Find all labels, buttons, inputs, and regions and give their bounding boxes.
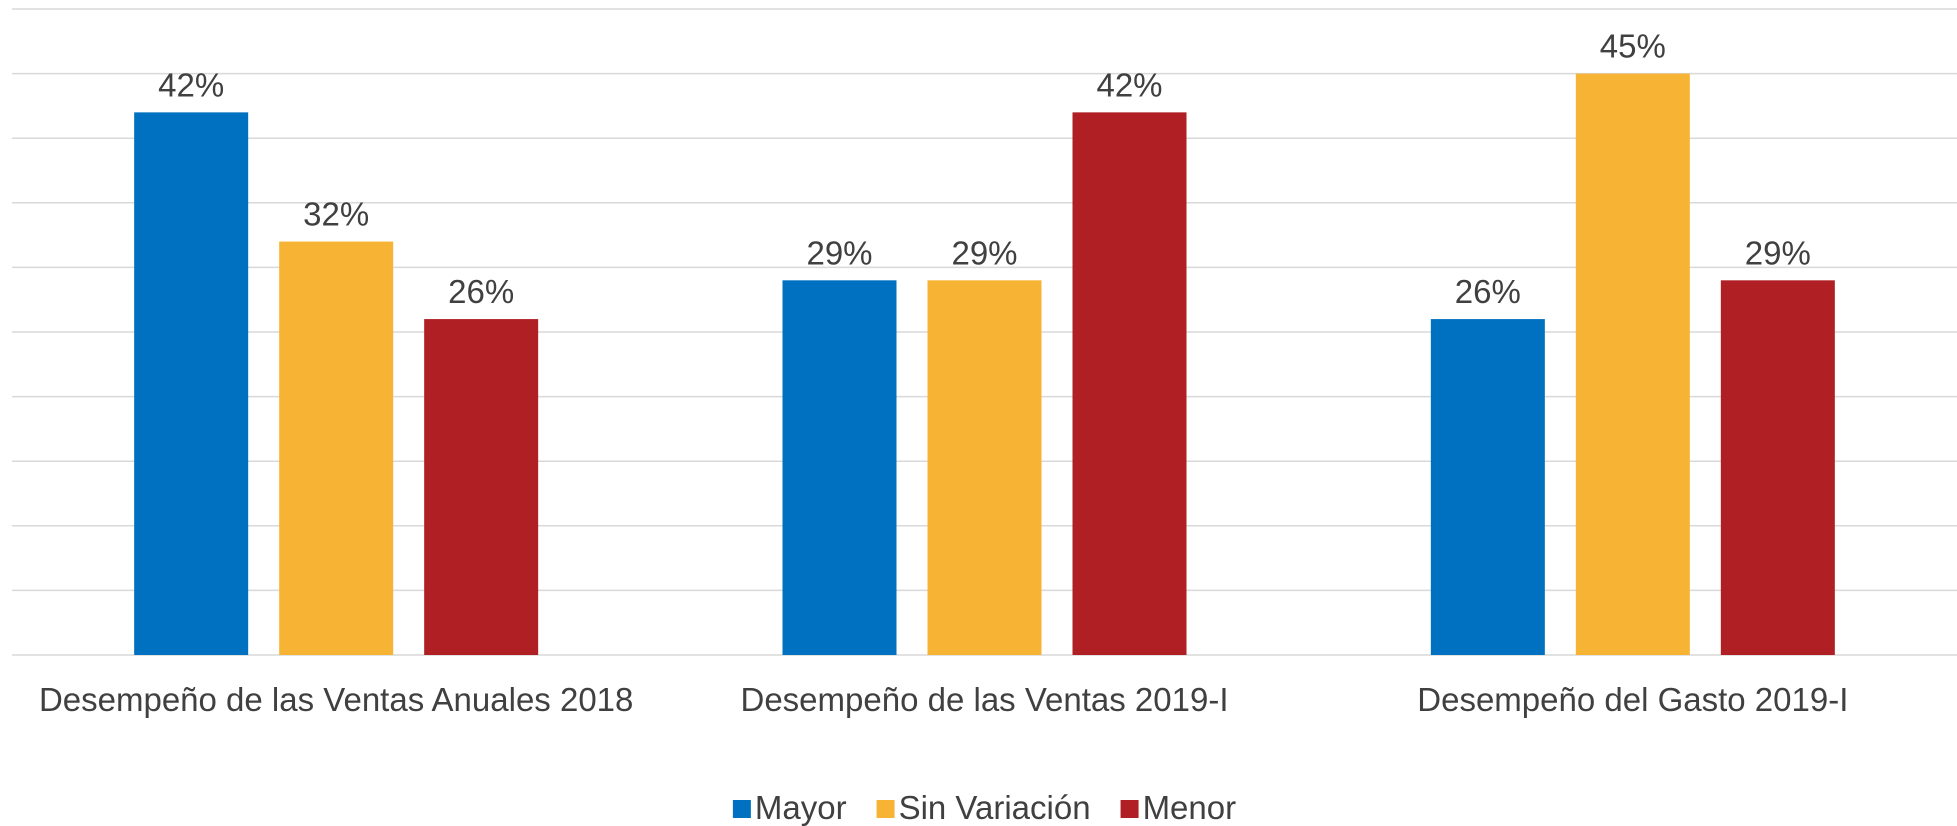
bar (1072, 112, 1187, 656)
data-label: 26% (1455, 273, 1521, 310)
data-label: 26% (448, 273, 514, 310)
legend-label: Sin Variación (899, 789, 1091, 826)
legend-swatch (876, 800, 895, 818)
legend-label: Mayor (755, 789, 847, 826)
data-label: 29% (1745, 234, 1811, 271)
x-tick-label: Desempeño de las Ventas 2019-I (740, 681, 1229, 718)
legend-swatch (732, 800, 751, 818)
data-label: 42% (1096, 66, 1162, 103)
bar (1575, 73, 1690, 656)
legend-swatch (1120, 800, 1139, 818)
bar (1720, 280, 1835, 655)
legend-label: Menor (1143, 789, 1237, 826)
bar (279, 241, 394, 655)
bar (424, 319, 539, 655)
bar (927, 280, 1042, 655)
data-label: 42% (158, 66, 224, 103)
data-label: 29% (806, 234, 872, 271)
bar (134, 112, 249, 656)
data-label: 29% (951, 234, 1017, 271)
data-label: 32% (303, 196, 369, 233)
bar (782, 280, 897, 655)
bar (1430, 319, 1545, 655)
x-tick-label: Desempeño de las Ventas Anuales 2018 (38, 681, 634, 718)
data-label: 45% (1600, 28, 1666, 65)
x-tick-label: Desempeño del Gasto 2019-I (1417, 681, 1849, 718)
